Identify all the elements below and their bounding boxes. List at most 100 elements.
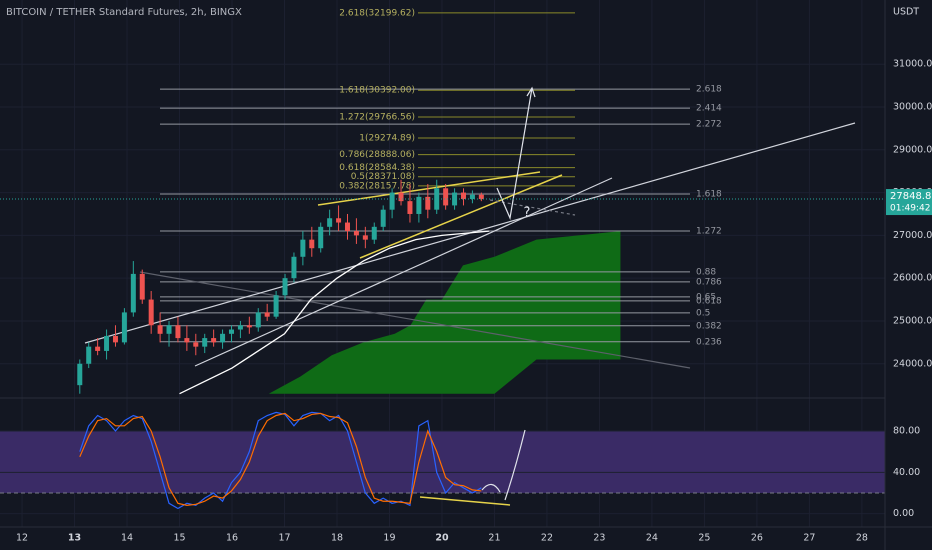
fib-label: 2.618(32199.62) xyxy=(339,8,415,18)
candle-body xyxy=(139,273,145,300)
candle-body xyxy=(291,256,297,279)
candle-body xyxy=(193,342,199,347)
candle-body xyxy=(380,209,386,227)
oscillator-line xyxy=(79,412,482,506)
candle-body xyxy=(202,338,208,347)
x-tick-label: 22 xyxy=(541,533,553,544)
candle-body xyxy=(452,192,458,206)
oscillator-band xyxy=(0,430,885,493)
x-tick-label: 17 xyxy=(278,533,290,544)
x-tick-label: 28 xyxy=(856,533,868,544)
y-tick-label: 40.00 xyxy=(893,467,920,478)
candle-body xyxy=(220,333,226,343)
arrow-head xyxy=(526,86,536,98)
drawings xyxy=(84,86,856,506)
candle-body xyxy=(255,312,261,328)
candle-body xyxy=(309,239,315,249)
projection-line xyxy=(489,199,576,216)
fib-label: 0.382 xyxy=(696,321,722,331)
fib-label: 2.272 xyxy=(696,120,722,130)
candle-body xyxy=(112,335,118,343)
candle-body xyxy=(398,192,404,202)
candle-body xyxy=(344,222,350,232)
fib-label: 1.618(30392.00) xyxy=(339,86,415,96)
trend-line xyxy=(194,177,613,367)
y-tick-label: 80.00 xyxy=(893,425,920,436)
candle-body xyxy=(389,192,395,210)
x-tick-label: 24 xyxy=(646,533,658,544)
fib-label: 0.236 xyxy=(696,337,722,347)
wedge-line xyxy=(359,174,563,259)
fib-layer: 2.6182.4142.2721.6181.2720.880.7860.650.… xyxy=(160,8,722,347)
y-tick-label: 25000.00 xyxy=(893,315,932,326)
chart-title: BITCOIN / TETHER Standard Futures, 2h, B… xyxy=(6,7,242,18)
candle-body xyxy=(300,239,306,257)
y-tick-label: 29000.00 xyxy=(893,144,932,155)
ma-layer xyxy=(179,230,490,395)
candle-body xyxy=(166,325,172,334)
candle-body xyxy=(318,226,324,249)
countdown: 01:49:42 xyxy=(890,204,930,214)
x-tick-label: 26 xyxy=(751,533,763,544)
candle-body xyxy=(282,278,288,296)
fib-label: 1.272(29766.56) xyxy=(339,112,415,122)
currency: USDT xyxy=(893,7,919,18)
x-tick-label: 18 xyxy=(331,533,343,544)
candle-body xyxy=(175,325,181,339)
candle-body xyxy=(443,188,449,206)
x-tick-label: 25 xyxy=(698,533,710,544)
candle-body xyxy=(478,194,484,200)
fib-label: 1.272 xyxy=(696,226,722,236)
x-tick-label: 16 xyxy=(226,533,238,544)
candles xyxy=(0,179,885,394)
candle-body xyxy=(121,312,127,343)
x-tick-label: 14 xyxy=(121,533,133,544)
candle-body xyxy=(246,325,252,328)
y-tick-label: 24000.00 xyxy=(893,358,932,369)
candle-body xyxy=(157,325,163,334)
y-tick-label: 27000.00 xyxy=(893,230,932,241)
x-tick-label: 19 xyxy=(383,533,395,544)
candle-body xyxy=(273,295,279,317)
arrow-path xyxy=(496,87,533,221)
oscillator-line xyxy=(79,411,482,510)
x-tick-label: 15 xyxy=(173,533,185,544)
candle-body xyxy=(353,231,359,236)
fib-label: 2.618 xyxy=(696,85,722,95)
fib-label: 1(29274.89) xyxy=(359,134,415,144)
moving-average xyxy=(179,230,490,395)
y-tick-label: 0.00 xyxy=(893,508,914,519)
fib-label: 0.65 xyxy=(696,292,716,302)
y-tick-label: 31000.00 xyxy=(893,59,932,70)
candle-body xyxy=(416,196,422,214)
trend-line xyxy=(139,271,691,369)
fib-label: 0.5(28371.08) xyxy=(351,172,415,182)
price-tag xyxy=(886,189,932,216)
candle-body xyxy=(362,235,368,240)
candle-body xyxy=(77,363,83,386)
fib-label: 0.382(28157.78) xyxy=(339,181,415,191)
fib-label: 0.5 xyxy=(696,308,710,318)
fib-label: 0.618 xyxy=(696,296,722,306)
fib-label: 2.414 xyxy=(696,104,722,114)
divergence-line xyxy=(419,496,511,506)
candle-body xyxy=(425,196,431,210)
candle-body xyxy=(371,226,377,240)
candle-body xyxy=(336,218,342,223)
fib-label: 0.618(28584.38) xyxy=(339,163,415,173)
price-tag-value: 27848.88 xyxy=(890,191,932,202)
x-tick-label: 23 xyxy=(593,533,605,544)
candle-body xyxy=(104,335,110,351)
candle-body xyxy=(211,338,217,343)
x-tick-label: 12 xyxy=(16,533,28,544)
x-tick-label: 21 xyxy=(488,533,500,544)
candle-body xyxy=(460,192,466,199)
oscillator-arrow xyxy=(481,429,526,501)
axes: 12 13 14 15 16 17 18 19 20 21 22 23 24 25 26 27 28 24000.… xyxy=(16,59,932,544)
fib-label: 0.786 xyxy=(696,277,722,287)
fib-label: 0.88 xyxy=(696,267,716,277)
oscillator-pane xyxy=(0,411,885,515)
candle-body xyxy=(469,194,475,199)
y-tick-label: 26000.00 xyxy=(893,273,932,284)
